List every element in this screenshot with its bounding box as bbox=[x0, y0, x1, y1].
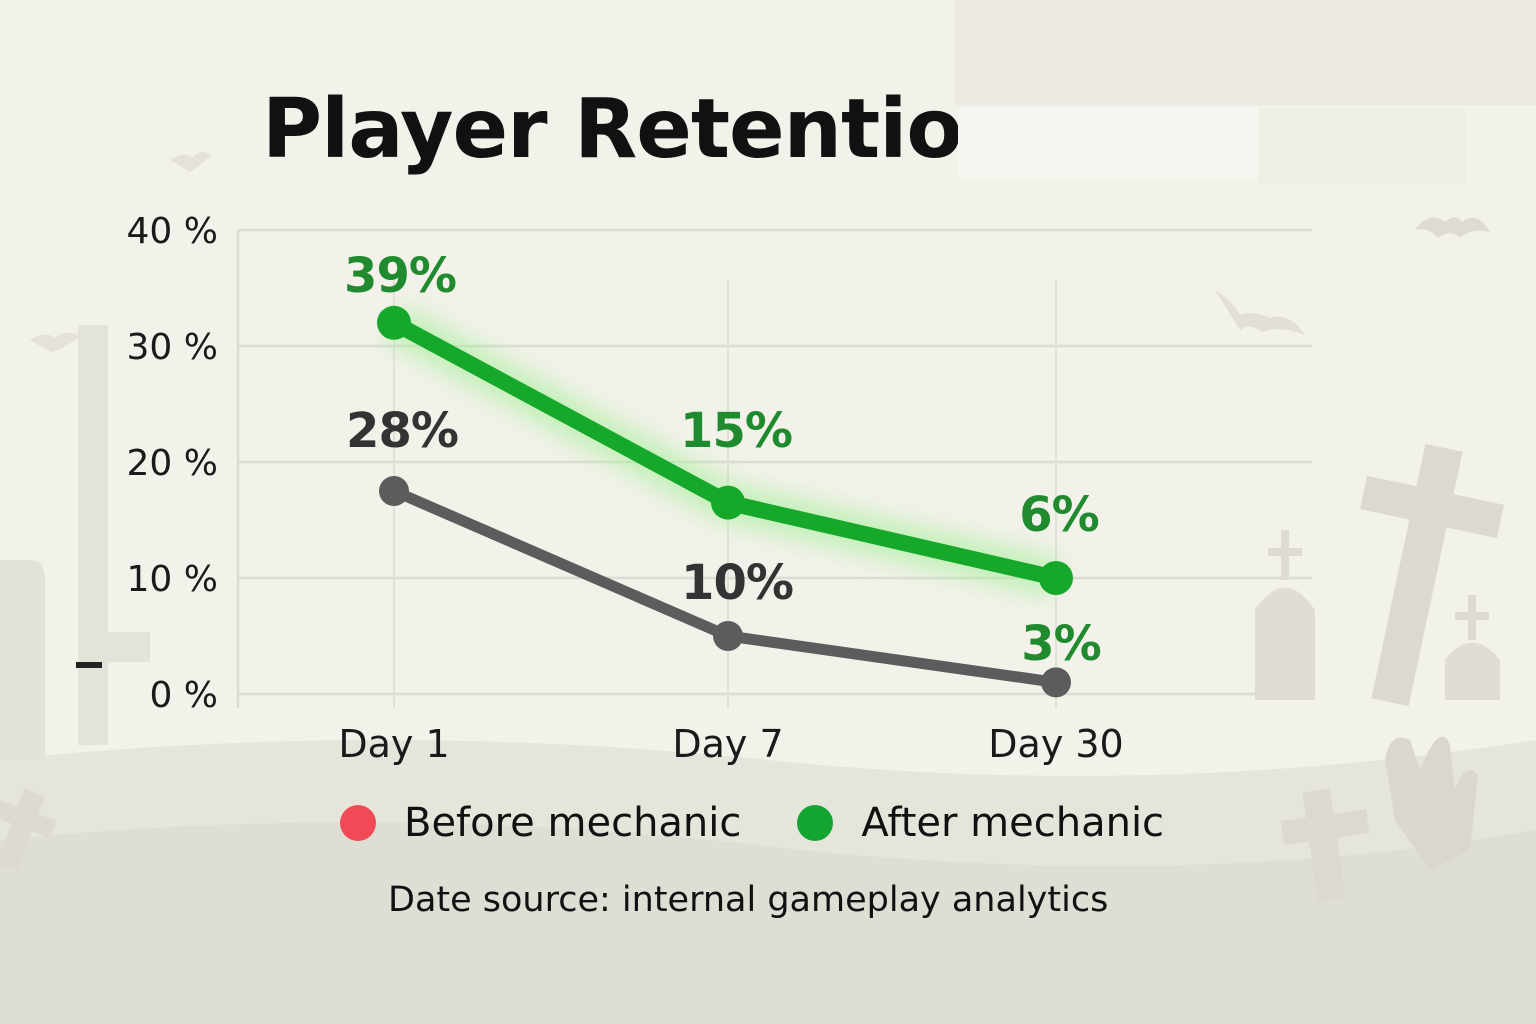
cross-icon bbox=[0, 788, 57, 872]
y-tick-label: 30 % bbox=[127, 327, 218, 368]
y-tick-label: 40 % bbox=[127, 211, 218, 252]
cross-icon bbox=[1280, 788, 1370, 902]
data-label: 15% bbox=[680, 403, 792, 459]
x-tick-label: Day 30 bbox=[988, 722, 1123, 766]
data-label: 6% bbox=[1019, 487, 1099, 543]
bat-icon bbox=[30, 332, 80, 352]
zombie-hand-icon bbox=[1385, 736, 1478, 870]
data-point bbox=[713, 621, 743, 651]
legend-swatch bbox=[797, 805, 834, 841]
data-point bbox=[711, 485, 745, 520]
bat-icon bbox=[170, 152, 212, 172]
data-source-note: Date source: internal gameplay analytics bbox=[388, 880, 1109, 920]
legend-item-before: Before mechanic bbox=[340, 800, 741, 846]
data-label: 3% bbox=[1021, 616, 1101, 672]
data-label: 39% bbox=[344, 248, 456, 304]
x-tick-label: Day 7 bbox=[672, 722, 783, 766]
title-cover bbox=[958, 108, 1258, 178]
legend-label: Before mechanic bbox=[404, 800, 742, 846]
data-point bbox=[1039, 561, 1073, 595]
data-point bbox=[377, 305, 411, 340]
data-label: 10% bbox=[681, 555, 793, 611]
data-point bbox=[1041, 667, 1071, 698]
chart-title: Player Retention bbox=[262, 82, 1020, 177]
bat-icon bbox=[1215, 290, 1305, 335]
cross-icon bbox=[1359, 443, 1505, 707]
data-label: 28% bbox=[346, 403, 458, 459]
x-tick-label: Day 1 bbox=[338, 722, 449, 766]
title-cover bbox=[1258, 108, 1466, 184]
y-tick-label: 0 % bbox=[149, 675, 218, 716]
legend-swatch bbox=[340, 805, 376, 841]
y-tick-label: 10 % bbox=[127, 559, 218, 600]
bat-icon bbox=[1415, 217, 1490, 238]
y-tick-label: 20 % bbox=[127, 443, 218, 484]
data-point bbox=[379, 476, 409, 506]
legend-label: After mechanic bbox=[861, 800, 1165, 846]
legend-item-after: After mechanic bbox=[797, 800, 1164, 846]
legend: Before mechanic After mechanic bbox=[340, 800, 1220, 846]
